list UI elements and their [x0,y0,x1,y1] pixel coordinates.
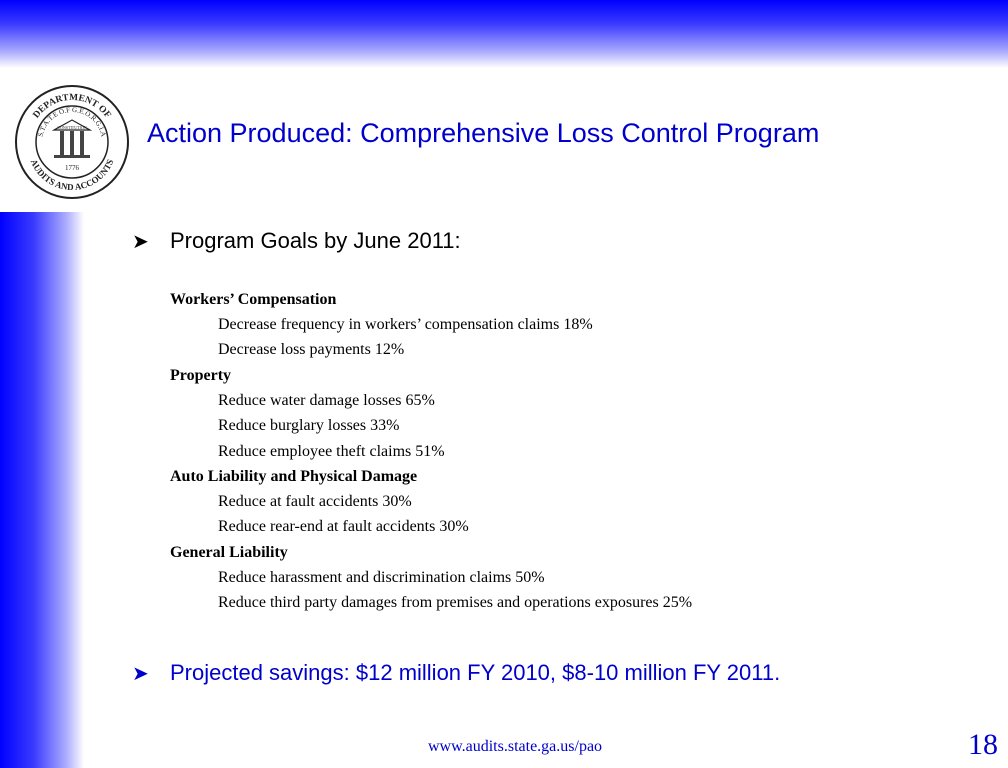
category-heading: Workers’ Compensation [170,291,337,308]
svg-text:1776: 1776 [65,164,80,172]
goal-item: Decrease frequency in workers’ compensat… [218,316,593,333]
slide-title: Action Produced: Comprehensive Loss Cont… [147,118,820,148]
category-heading: Property [170,366,232,384]
goal-item: Reduce rear-end at fault accidents 30% [218,518,469,536]
arrowhead-bullet-icon: ➤ [132,231,149,253]
top-gradient-band [0,0,1008,68]
goals-list: Workers’ Compensation Decrease frequency… [170,288,692,617]
category-heading: General Liability [170,543,288,561]
goal-item: Reduce harassment and discrimination cla… [218,568,545,586]
left-gradient-band [0,212,84,768]
goal-item: Reduce water damage losses 65% [218,391,435,409]
projected-savings: ➤ Projected savings: $12 million FY 2010,… [132,660,780,686]
projected-savings-text: Projected savings: $12 million FY 2010, … [170,660,781,685]
goal-item: Decrease loss payments 12% [218,341,405,359]
arrowhead-bullet-icon: ➤ [132,663,149,685]
category-heading: Auto Liability and Physical Damage [170,467,418,485]
svg-text:CONSTITUTION: CONSTITUTION [57,125,86,130]
goal-item: Reduce third party damages from premises… [218,594,693,612]
page-number: 18 [968,728,998,761]
goal-item: Reduce at fault accidents 30% [218,492,412,510]
department-seal-logo: DEPARTMENT OF AUDITS AND ACCOUNTS S.T.A.… [14,84,130,200]
goals-heading-text: Program Goals by June 2011: [170,228,461,253]
footer-url-link[interactable]: www.audits.state.ga.us/pao [428,738,603,755]
goal-item: Reduce employee theft claims 51% [218,442,445,460]
goals-heading: ➤ Program Goals by June 2011: [132,228,461,254]
goal-item: Reduce burglary losses 33% [218,417,400,435]
